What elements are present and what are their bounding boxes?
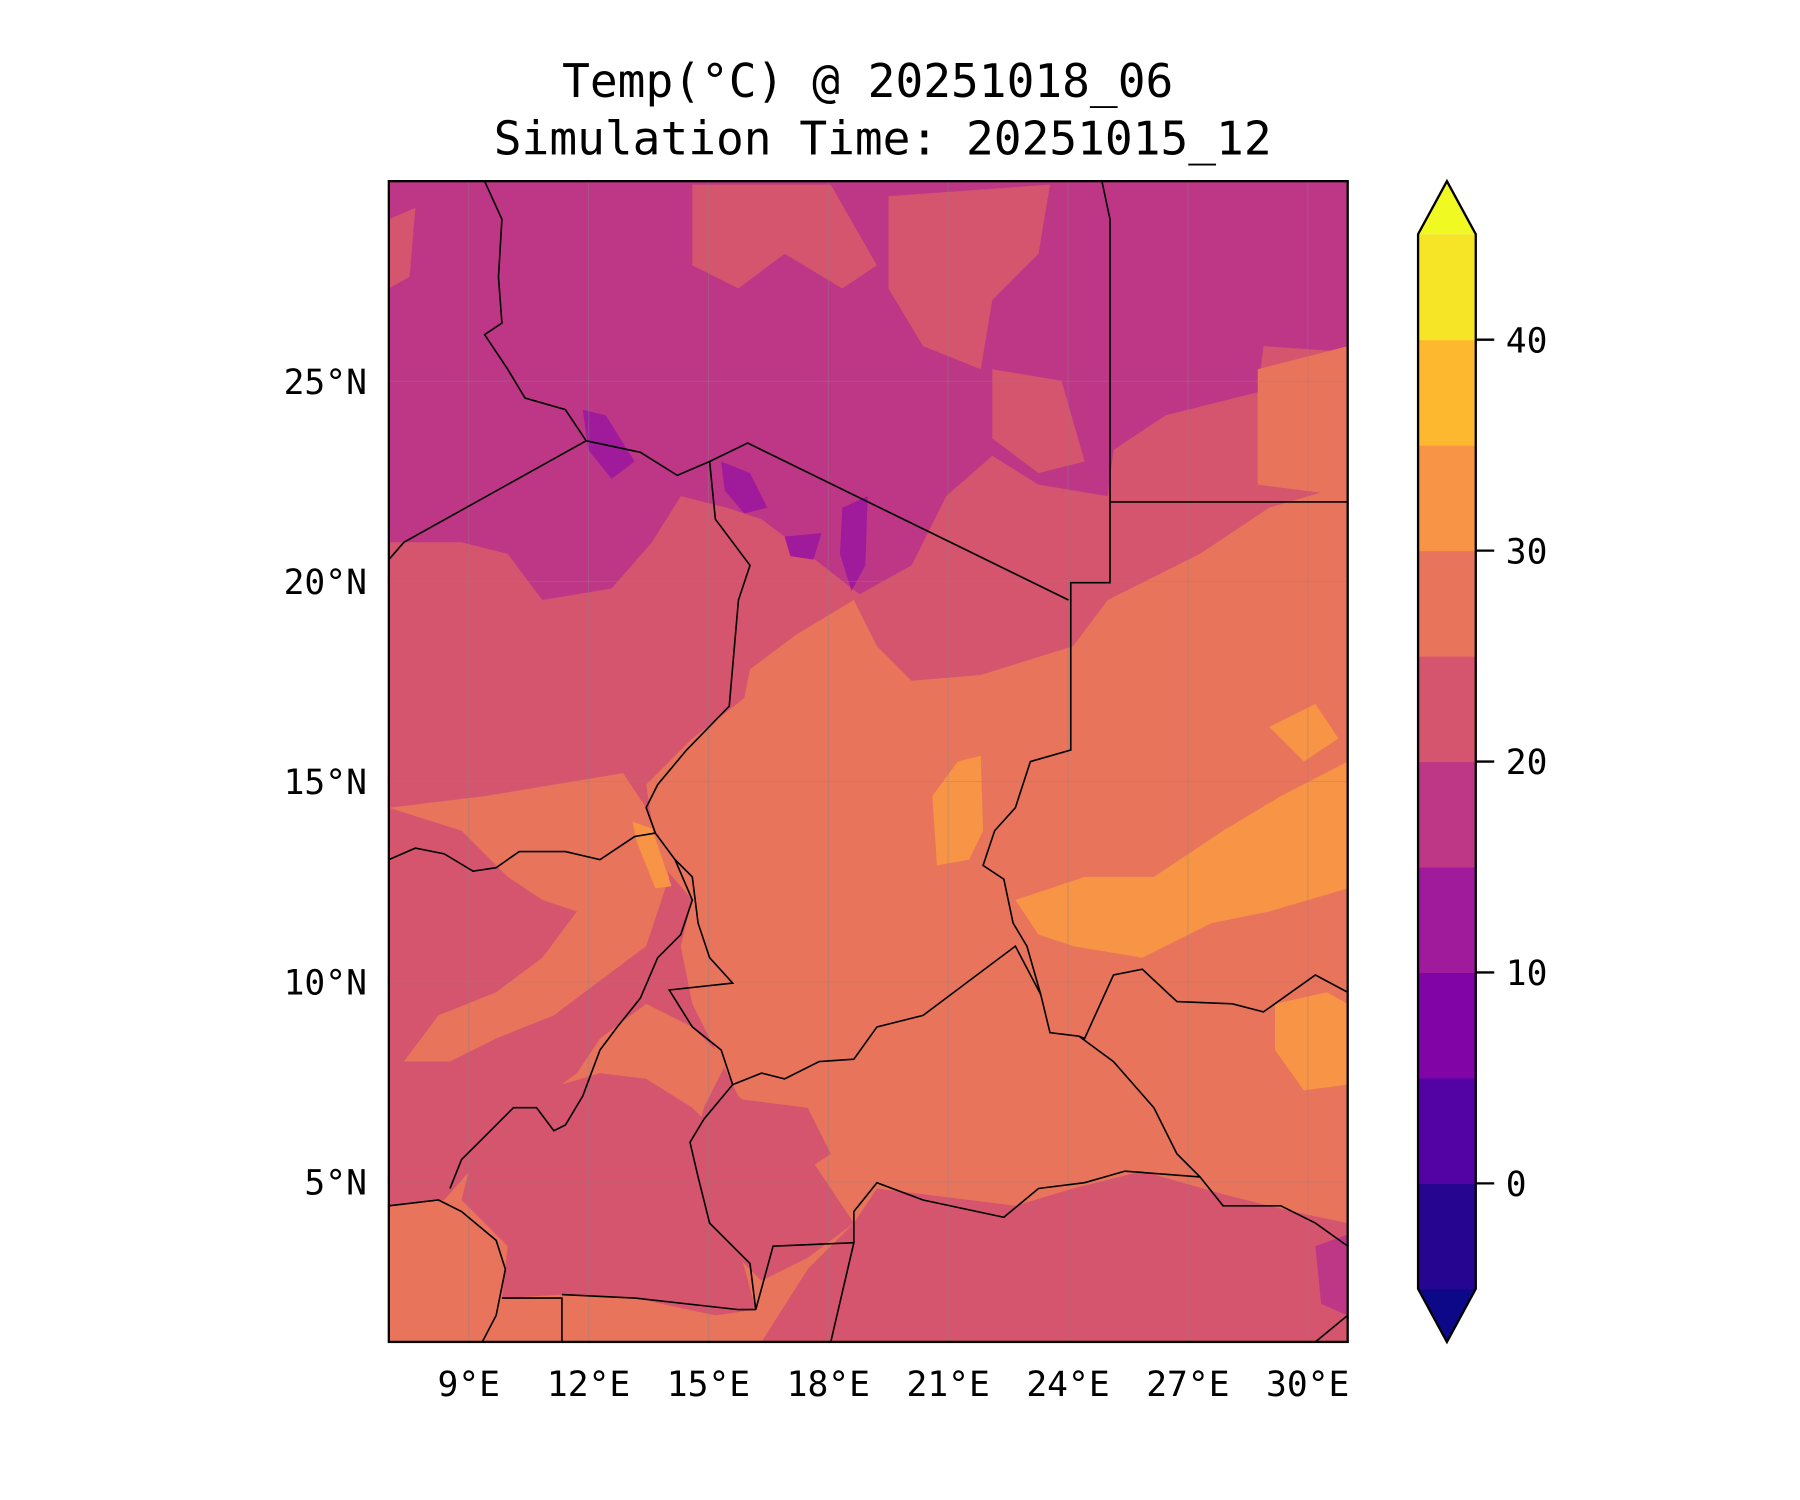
border-line (689, 1084, 757, 1310)
contour-20-25-patch (992, 369, 1085, 474)
border-line (645, 461, 751, 1085)
contour-10-15 (721, 461, 768, 514)
colorbar-segment (1418, 761, 1476, 868)
coastline (388, 1199, 507, 1342)
y-axis: 5°N 10°N 15°N 20°N 25°N (284, 363, 367, 1204)
colorbar-segment (1418, 550, 1476, 657)
border-line (732, 944, 1042, 1086)
chart-title: Temp(°C) @ 20251018_06 (562, 54, 1173, 108)
colorbar-outline (1416, 178, 1477, 1345)
x-tick-label: 27°E (1146, 1365, 1229, 1405)
colorbar-segment (1418, 972, 1476, 1079)
country-borders (388, 181, 1348, 1342)
y-tick-label: 15°N (284, 763, 367, 803)
y-tick-label: 5°N (304, 1164, 367, 1204)
x-tick-label: 18°E (787, 1365, 870, 1405)
contour-25-30-ne (1257, 346, 1348, 497)
contour-30-35 (1015, 761, 1348, 958)
contour-30-35 (932, 755, 984, 866)
contour-15-20-north (388, 181, 1348, 600)
contour-20-25-patch (388, 207, 416, 289)
colorbar-segment (1418, 1183, 1476, 1290)
contour-25-30-west-band (388, 773, 670, 1062)
x-tick-label: 9°E (437, 1365, 500, 1405)
colorbar-tick-label: 0 (1506, 1165, 1527, 1205)
contour-15-20-se (1315, 1234, 1348, 1316)
border-line (449, 859, 694, 1189)
colorbar-over-triangle (1418, 181, 1476, 235)
colorbar-segment (1418, 234, 1476, 341)
border-line (1101, 181, 1348, 503)
colorbar-tick-label: 30 (1506, 532, 1548, 572)
gridlines (388, 181, 1348, 1342)
x-tick-label: 12°E (547, 1365, 630, 1405)
chart-subtitle: Simulation Time: 20251015_12 (494, 112, 1272, 166)
border-line (388, 832, 656, 872)
colorbar-segment (1418, 445, 1476, 552)
contour-10-15 (840, 496, 868, 591)
colorbar-segment (1418, 867, 1476, 974)
y-tick-label: 10°N (284, 963, 367, 1003)
border-line (483, 181, 1069, 601)
contour-20-25-patch (888, 184, 1050, 370)
colorbar: 0 10 20 30 40 (1416, 178, 1548, 1345)
border-line (561, 1293, 756, 1311)
contour-30-35 (1269, 703, 1339, 762)
x-tick-label: 21°E (906, 1365, 989, 1405)
border-line (1078, 968, 1348, 1040)
contour-10-15 (582, 409, 635, 479)
contour-30-35 (1275, 992, 1348, 1091)
colorbar-segment (1418, 1077, 1476, 1184)
colorbar-segment (1418, 339, 1476, 446)
y-tick-label: 25°N (284, 363, 367, 403)
border-line (501, 1297, 563, 1342)
map-frame (387, 179, 1349, 1344)
colorbar-segment (1418, 656, 1476, 763)
x-tick-label: 15°E (667, 1365, 750, 1405)
border-line (754, 1241, 855, 1342)
x-tick-label: 24°E (1026, 1365, 1109, 1405)
x-tick-label: 30°E (1266, 1365, 1349, 1405)
border-line (853, 1170, 1201, 1243)
temperature-map (388, 181, 1348, 1342)
colorbar-tick-label: 40 (1506, 321, 1548, 361)
border-line (1314, 1314, 1348, 1342)
border-line (982, 501, 1111, 1037)
x-axis: 9°E 12°E 15°E 18°E 21°E 24°E 27°E 30°E (437, 1365, 1349, 1405)
contour-10-15 (784, 533, 822, 560)
colorbar-tick-label: 20 (1506, 743, 1548, 783)
colorbar-under-triangle (1418, 1288, 1476, 1342)
contour-20-25-cameroon (461, 1073, 762, 1316)
contour-20-25-patch (692, 184, 877, 289)
contour-20-25-car (715, 1096, 831, 1177)
colorbar-tick-label: 10 (1506, 954, 1548, 994)
border-line (388, 440, 587, 561)
contour-30-35 (632, 821, 672, 889)
y-tick-label: 20°N (284, 563, 367, 603)
